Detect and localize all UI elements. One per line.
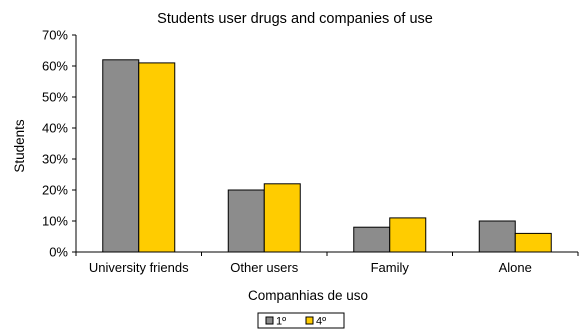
bar-2-4 xyxy=(514,232,552,253)
y-tick-label: 30% xyxy=(42,152,68,167)
bar-1-3 xyxy=(353,226,391,253)
bar-2-3 xyxy=(389,217,427,253)
bar-1-4 xyxy=(478,220,516,253)
bar-1-2 xyxy=(227,189,265,253)
x-tick-label: Alone xyxy=(499,260,532,275)
x-tick-label: Family xyxy=(371,260,410,275)
legend-label-1: 1º xyxy=(276,316,286,328)
bar-1-1 xyxy=(102,59,140,253)
chart-title: Students user drugs and companies of use xyxy=(157,11,433,27)
y-axis-title: Students xyxy=(12,119,27,173)
y-tick-label: 60% xyxy=(42,59,68,74)
y-tick-label: 40% xyxy=(42,121,68,136)
bar-2-1 xyxy=(138,62,176,253)
legend-swatch-1 xyxy=(265,316,274,325)
y-tick-label: 70% xyxy=(42,28,68,43)
x-tick-label: University friends xyxy=(89,260,189,275)
y-tick-label: 50% xyxy=(42,90,68,105)
legend: 1º 4º xyxy=(257,312,345,329)
y-tick-label: 20% xyxy=(42,183,68,198)
y-tick-label: 0% xyxy=(49,245,68,260)
legend-label-2: 4º xyxy=(316,316,326,328)
legend-swatch-2 xyxy=(305,316,314,325)
x-tick-label: Other users xyxy=(230,260,298,275)
plot-area: University friends Other users Family Alone… xyxy=(42,28,579,275)
y-tick-label: 10% xyxy=(42,214,68,229)
bar-2-2 xyxy=(263,183,301,253)
legend-box xyxy=(257,312,345,329)
x-axis-title: Companhias de uso xyxy=(248,288,368,303)
